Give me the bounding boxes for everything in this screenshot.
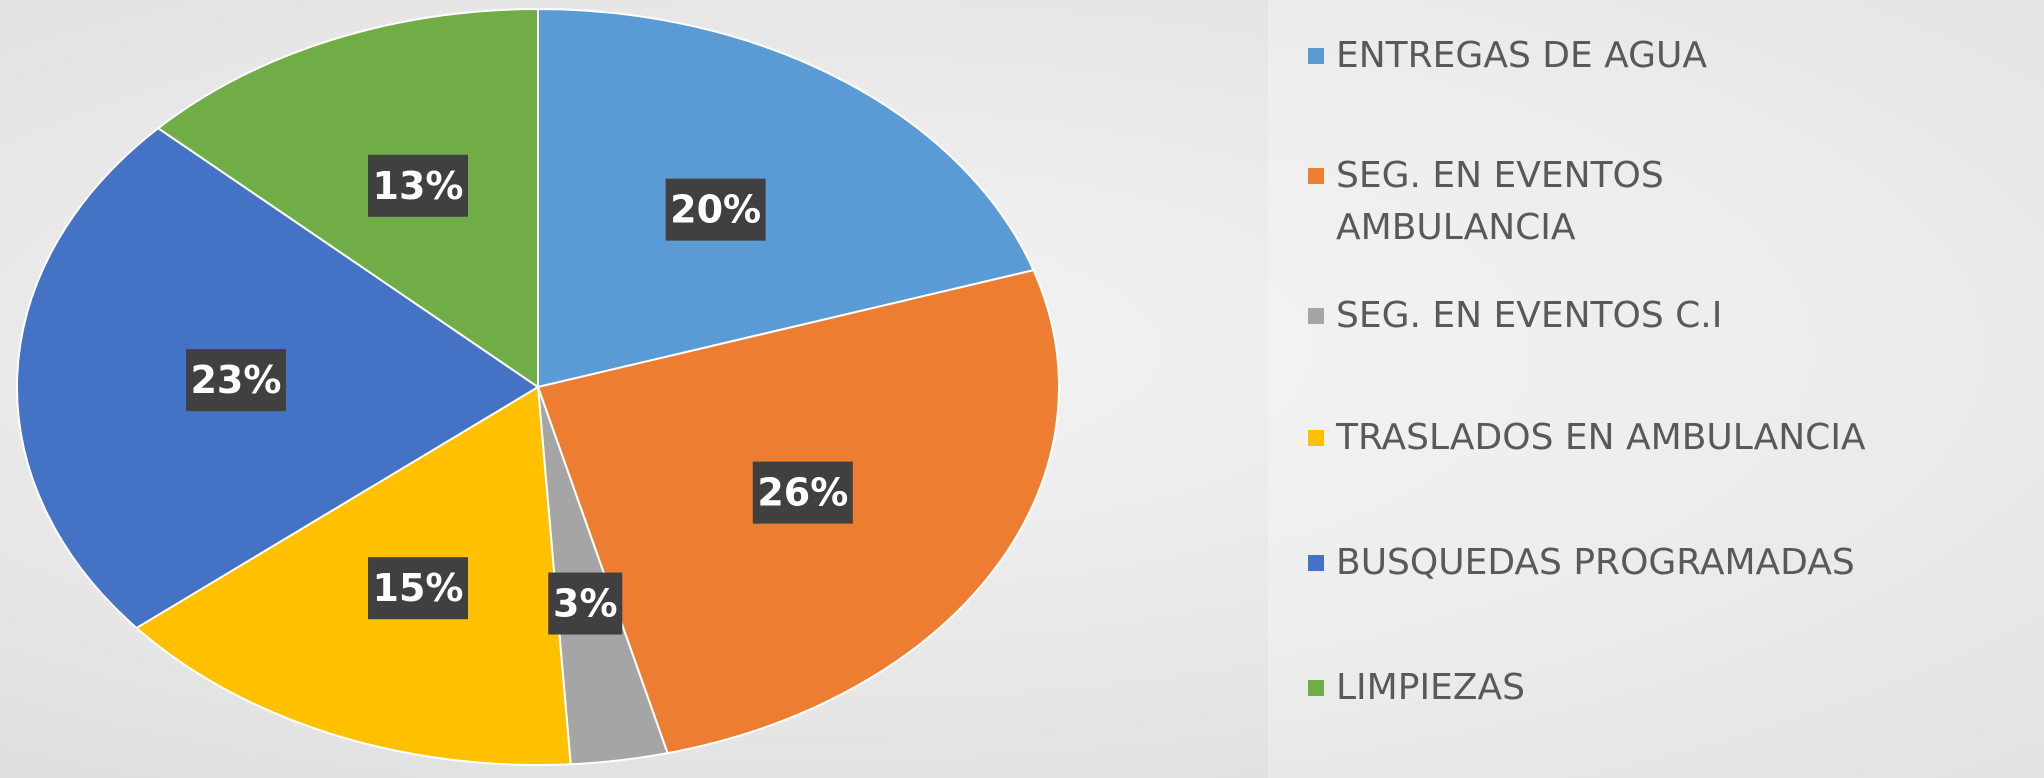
legend-label: TRASLADOS EN AMBULANCIA [1336, 417, 1866, 458]
data-label: 23% [190, 358, 281, 402]
legend-swatch [1308, 680, 1324, 696]
data-label: 15% [373, 566, 464, 610]
legend-item: BUSQUEDAS PROGRAMADAS [1308, 537, 1855, 589]
legend-swatch [1308, 555, 1324, 571]
legend-item: SEG. EN EVENTOS C.I [1308, 290, 1722, 342]
pie-slice [156, 7, 539, 389]
data-label-box [752, 461, 853, 524]
data-label: 26% [757, 471, 848, 515]
legend-label: SEG. EN EVENTOS AMBULANCIA [1336, 155, 1664, 248]
data-label-box [367, 154, 468, 217]
pie-chart: 20% 26% 3% 15% 23% 13% [16, 7, 1060, 766]
legend-item: ENTREGAS DE AGUA [1308, 30, 1707, 82]
legend-swatch [1308, 308, 1324, 324]
legend-swatch [1308, 430, 1324, 446]
legend-swatch [1308, 48, 1324, 64]
data-label-box [185, 349, 286, 412]
legend: ENTREGAS DE AGUA SEG. EN EVENTOS AMBULANC… [1268, 0, 2044, 778]
legend-label: SEG. EN EVENTOS C.I [1336, 295, 1723, 336]
legend-label: ENTREGAS DE AGUA [1336, 35, 1708, 76]
data-label-box [548, 572, 623, 635]
pie-slice [134, 385, 572, 766]
legend-item: SEG. EN EVENTOS AMBULANCIA [1308, 150, 1736, 254]
data-label-box [367, 557, 468, 620]
data-label: 3% [553, 582, 618, 626]
data-label-box [665, 178, 766, 241]
data-label: 13% [373, 164, 464, 208]
pie-slice [537, 7, 1035, 389]
legend-swatch [1308, 168, 1324, 184]
legend-item: LIMPIEZAS [1308, 662, 1525, 714]
legend-label: BUSQUEDAS PROGRAMADAS [1336, 542, 1855, 583]
legend-label: LIMPIEZAS [1336, 667, 1525, 708]
legend-item: TRASLADOS EN AMBULANCIA [1308, 412, 1866, 464]
data-label: 20% [670, 188, 761, 232]
